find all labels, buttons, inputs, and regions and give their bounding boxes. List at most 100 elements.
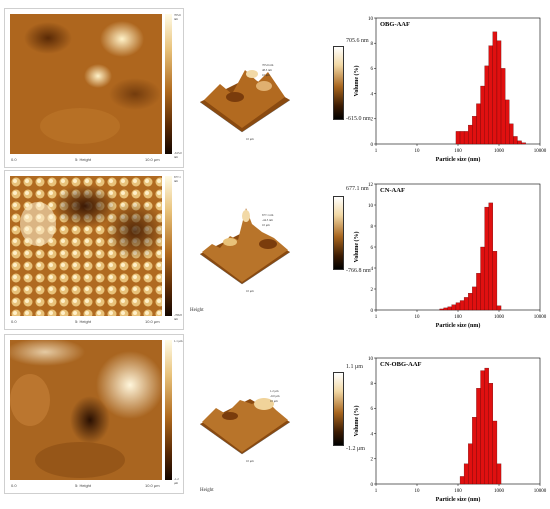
chart-cn-aaf: 0 2 4 6 8 10 12 1 10 100 1000 10000 CN-AAF Particle s… [350,172,550,330]
bar [496,463,502,485]
afm-3d-label-low: 10 μm [262,73,270,77]
afm-2d-image-cn-aaf: 677.1 nm -766.8 nm 0.0 5: Height 10.0 μm [4,170,184,330]
axis-right-label: 10.0 μm [145,157,160,162]
x-tick-label: 100 [454,489,462,494]
plot-frame [375,357,541,485]
bar [476,273,481,311]
y-tick-label: 10 [368,204,374,209]
chart-obg-aaf: 0 2 4 6 8 10 1 10 100 1000 10000 OBG-AAF Particle si… [350,6,550,164]
x-tick-label: 100 [454,149,462,154]
x-tick-label: 1 [375,489,378,494]
colorbar-min-label: -766.8 nm [174,313,182,321]
scale-bar-max: 705.6 nm [346,38,369,44]
scale-bar-min: -1.2 μm [346,446,365,452]
bar [480,85,485,145]
y-tick-label: 12 [368,183,374,188]
colorbar-max-label: 1.1 μm [174,339,183,343]
chart-title: CN-AAF [380,187,405,194]
chart-title: OBG-AAF [380,21,410,28]
bar [505,99,510,145]
axis-mid-label: 5: Height [75,157,92,162]
afm-colorbar [165,176,172,316]
bar [521,142,526,145]
bar [468,124,473,145]
y-axis-label: Volume (%) [353,66,360,97]
bar [468,293,473,311]
x-tick-label: 1000 [494,149,505,154]
afm-colorbar [165,14,172,154]
afm-3d-label-mid: -44.5 nm [262,218,273,222]
chart-cn-obg-aaf: 0 2 4 6 8 10 1 10 100 1000 10000 CN-OBG-AAF Particle… [350,346,550,504]
bar [463,463,469,485]
psd-chart-svg: 0 2 4 6 8 10 12 1 10 100 1000 10000 CN-AAF Particle s… [353,183,547,329]
colorbar-max-label: 677.1 nm [174,175,181,183]
colorbar-max-label: 705.6 nm [174,13,181,21]
y-tick-label: 0 [371,309,374,314]
afm-2d-image-obg-aaf: 705.6 nm -615.0 nm 0.0 5: Height 10.0 μm [4,8,184,168]
bar [455,302,461,311]
y-tick-label: 4 [371,267,374,272]
afm-3d-label-mid: 48.5 nm [262,68,273,72]
afm-3d-base-label: 10 μm [246,459,254,463]
bar [472,417,477,485]
bar [463,297,469,311]
x-axis-label: Particle size (nm) [436,496,481,503]
bar [459,300,465,311]
y-tick-label: 8 [371,42,374,47]
x-tick-label: 100 [454,315,462,320]
afm-3d-label-top: 705.6 nm [262,63,274,67]
bar [492,420,498,485]
bar [517,140,522,145]
y-tick-label: 0 [371,483,374,488]
afm-3d-label-low: 10 μm [262,223,270,227]
bar [447,306,452,311]
y-tick-label: 0 [371,143,374,148]
afm-height-map [10,340,162,480]
bar [480,246,485,311]
colorbar-min-label: -615.0 nm [174,151,182,159]
y-axis-label: Volume (%) [353,232,360,263]
chart-title: CN-OBG-AAF [380,361,422,368]
psd-chart-svg: 0 2 4 6 8 10 1 10 100 1000 10000 CN-OBG-AAF Particle… [353,357,547,503]
bar [472,286,477,311]
afm-3d-label-top: 1.2 μm [270,389,279,393]
bar [455,131,461,145]
bar [488,383,494,485]
y-tick-label: 8 [371,382,374,387]
x-tick-label: 10 [415,489,421,494]
afm-height-map [10,14,162,154]
y-tick-label: 10 [368,357,374,362]
y-tick-label: 4 [371,92,374,97]
height-scale-bar [333,46,344,120]
x-axis-label: Particle size (nm) [436,156,481,163]
plot-frame [375,183,541,311]
bar [492,31,498,145]
afm-3d-label-top: 677.1 nm [262,213,274,217]
bar [443,307,448,311]
y-tick-label: 6 [371,67,374,72]
bar [476,388,481,485]
x-tick-label: 1 [375,149,378,154]
afm-3d-surface-cn-aaf: 677.1 nm -44.5 nm 10 μm 10 μm [199,208,291,293]
bar [451,304,457,311]
bar [468,443,473,485]
axis-left-label: 0.0 [11,157,17,162]
bar [488,202,494,311]
y-axis-label: Volume (%) [353,406,360,437]
bar [488,45,494,145]
x-axis-label: Particle size (nm) [436,322,481,329]
scale-bar-min: -615.0 nm [346,116,371,122]
scale-bar-max: 1.1 μm [346,364,363,370]
scale-bar-max: 677.1 nm [346,186,369,192]
psd-chart-svg: 0 2 4 6 8 10 1 10 100 1000 10000 OBG-AAF Particle si… [353,17,547,163]
x-tick-label: 1000 [494,489,505,494]
x-tick-label: 10 [415,315,421,320]
scale-bar-min: -766.8 nm [346,268,371,274]
x-tick-label: 10000 [534,315,547,320]
afm-height-map [10,176,162,316]
axis-right-label: 10.0 μm [145,319,160,324]
colorbar-min-label: -1.2 μm [174,477,179,485]
axis-mid-label: 5: Height [75,319,92,324]
bar [463,131,469,145]
bar [484,206,489,311]
